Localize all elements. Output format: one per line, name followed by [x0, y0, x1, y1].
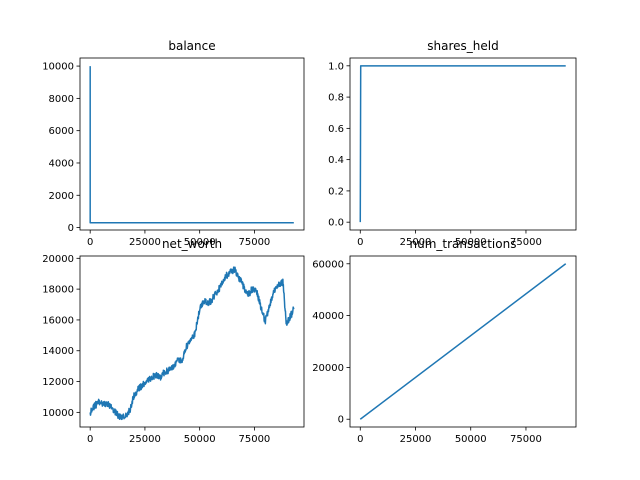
y-tick-label: 12000: [42, 377, 74, 388]
y-tick-label: 0.4: [328, 155, 344, 166]
subplot-num-transactions: 0 25000 50000 75000 0 20000 40000 60000: [312, 255, 577, 445]
axes-frame: [79, 255, 305, 428]
subplot-title: net_worth: [162, 237, 222, 251]
x-tick-label: 50000: [455, 237, 487, 248]
x-tick-label: 0: [357, 434, 363, 445]
y-tick-label: 1.0: [328, 61, 344, 72]
series-line: [89, 66, 294, 224]
y-tick-label: 14000: [42, 346, 74, 357]
y-tick-label: 40000: [312, 311, 344, 322]
y-tick-label: 10000: [42, 408, 74, 419]
y-tick-label: 20000: [42, 254, 74, 265]
y-tick-label: 0.2: [328, 186, 344, 197]
y-tick-label: 4000: [49, 158, 74, 169]
x-tick-label: 50000: [184, 434, 216, 445]
y-tick-label: 0.8: [328, 93, 344, 104]
x-tick-label: 75000: [510, 434, 542, 445]
series-line: [89, 266, 295, 421]
y-tick-label: 60000: [312, 259, 344, 270]
subplot-shares-held: shares_held 0 25000 50000 75000 0.0 0.2 0.4 0.6…: [328, 39, 577, 248]
x-tick-label: 25000: [400, 237, 432, 248]
x-tick-label: 75000: [238, 434, 270, 445]
subplot-title: balance: [168, 39, 215, 53]
y-tick-label: 0.6: [328, 124, 344, 135]
x-tick-label: 25000: [129, 237, 161, 248]
x-tick-label: 25000: [400, 434, 432, 445]
subplot-balance: balance 0 25000 50000 75000 0 2000 4000 6000 800…: [42, 39, 305, 248]
axes-frame: [349, 255, 577, 428]
y-tick-label: 2000: [49, 191, 74, 202]
y-tick-label: 0: [338, 415, 344, 426]
subplot-net-worth: 0 25000 50000 75000 10000 12000 14000 16000 1800…: [42, 254, 305, 445]
y-tick-label: 16000: [42, 315, 74, 326]
y-tick-label: 0: [68, 223, 74, 234]
y-tick-label: 8000: [49, 94, 74, 105]
subplot-title: num_transactions: [410, 237, 517, 251]
x-tick-label: 25000: [129, 434, 161, 445]
axes-frame: [349, 57, 577, 231]
x-tick-label: 50000: [455, 434, 487, 445]
x-tick-label: 0: [357, 237, 363, 248]
x-tick-label: 75000: [238, 237, 270, 248]
y-tick-label: 10000: [42, 62, 74, 73]
y-tick-label: 0.0: [328, 218, 344, 229]
axes-frame: [79, 57, 305, 231]
y-tick-label: 6000: [49, 126, 74, 137]
x-tick-label: 75000: [510, 237, 542, 248]
x-tick-label: 0: [87, 434, 93, 445]
y-tick-label: 20000: [312, 363, 344, 374]
x-tick-label: 0: [87, 237, 93, 248]
subplot-title: shares_held: [427, 39, 498, 53]
y-tick-label: 18000: [42, 285, 74, 296]
x-tick-label: 50000: [184, 237, 216, 248]
series-line: [359, 263, 567, 420]
series-line: [359, 65, 566, 223]
